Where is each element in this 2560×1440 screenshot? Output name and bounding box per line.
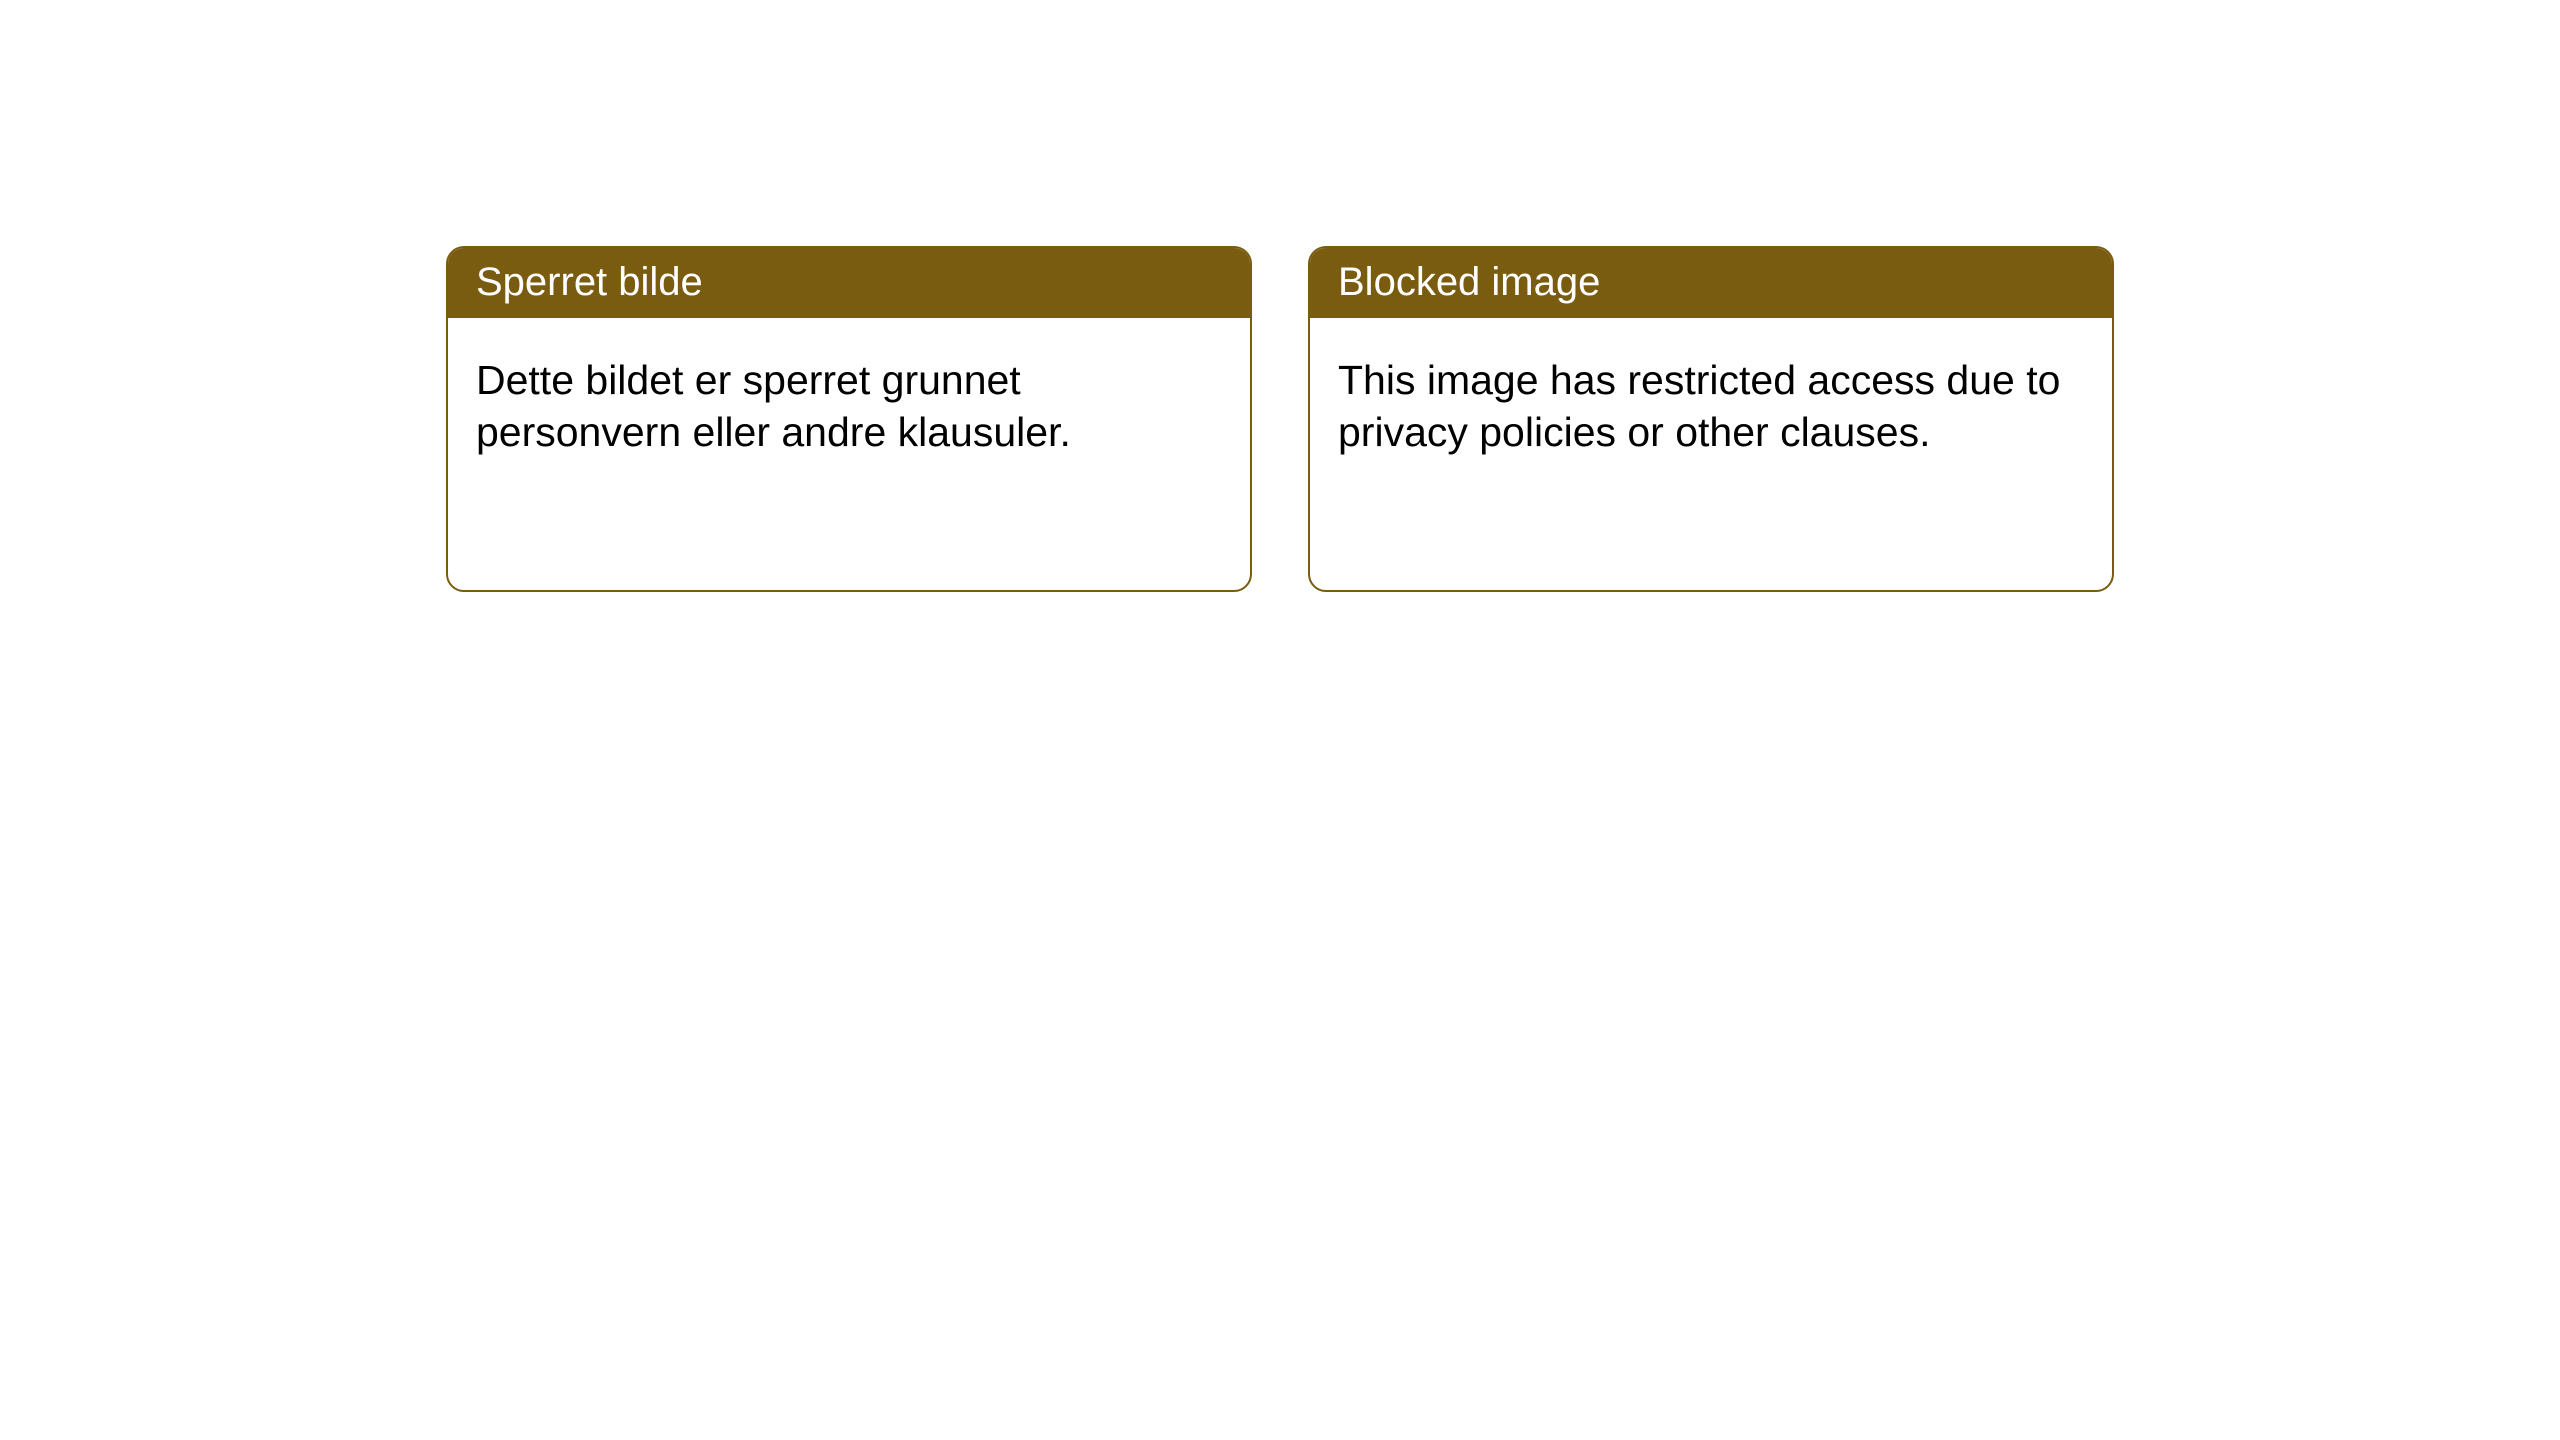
blocked-image-card-en: Blocked image This image has restricted … (1308, 246, 2114, 592)
card-title: Sperret bilde (476, 260, 703, 304)
card-body: Dette bildet er sperret grunnet personve… (448, 318, 1250, 590)
card-header: Blocked image (1310, 248, 2112, 318)
card-body: This image has restricted access due to … (1310, 318, 2112, 590)
card-title: Blocked image (1338, 260, 1600, 304)
card-body-text: This image has restricted access due to … (1338, 357, 2060, 455)
card-body-text: Dette bildet er sperret grunnet personve… (476, 357, 1071, 455)
blocked-image-card-no: Sperret bilde Dette bildet er sperret gr… (446, 246, 1252, 592)
card-header: Sperret bilde (448, 248, 1250, 318)
notice-container: Sperret bilde Dette bildet er sperret gr… (0, 0, 2560, 592)
